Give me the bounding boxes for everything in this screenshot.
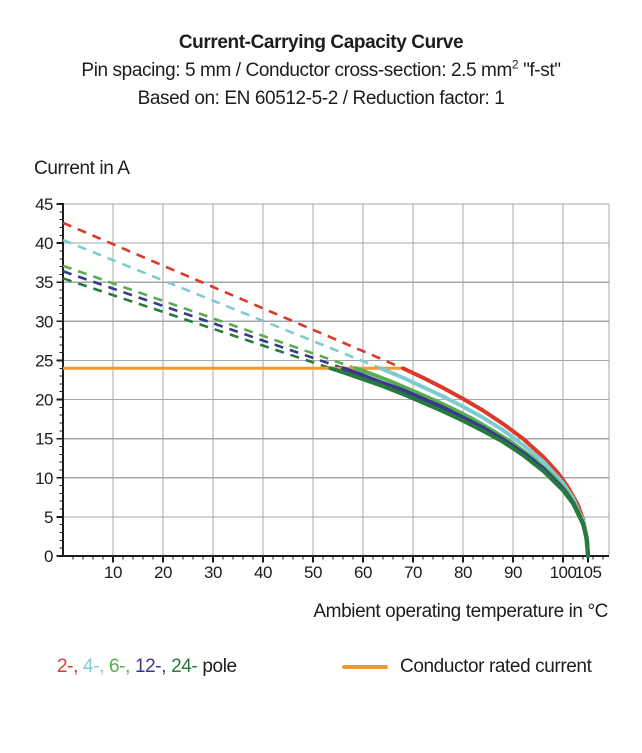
x-tick-label: 10 bbox=[104, 563, 122, 582]
chart-title: Current-Carrying Capacity Curve bbox=[178, 32, 464, 53]
y-tick-label: 35 bbox=[35, 273, 53, 292]
subtitle-1-suffix: "f-st" bbox=[518, 60, 561, 81]
plot-area: 0 5 10 15 20 25 30 35 40 45 10 20 30 40 50 60 70 80 90 1001… bbox=[35, 195, 610, 582]
legend-pole-item: 24- bbox=[171, 656, 198, 677]
chart-subtitle-2: Based on: EN 60512-5-2 / Reduction facto… bbox=[137, 88, 505, 109]
series-solid-24-pole bbox=[328, 366, 590, 558]
y-tick-label: 10 bbox=[35, 469, 53, 488]
x-tick-label: 100 bbox=[550, 563, 577, 582]
legend: 2-, 4-, 6-, 12-, 24- pole Conductor rated cur… bbox=[0, 656, 642, 682]
y-tick-label: 40 bbox=[35, 234, 53, 253]
legend-pole-item: 4-, bbox=[82, 656, 104, 677]
legend-pole-item: 12-, bbox=[134, 656, 167, 677]
y-tick-label: 5 bbox=[44, 508, 53, 527]
x-tick-label: 50 bbox=[304, 563, 322, 582]
y-axis-title: Current in A bbox=[34, 158, 130, 179]
chart-header: Current-Carrying Capacity Curve Pin spac… bbox=[0, 29, 642, 113]
x-axis-title: Ambient operating temperature in °C bbox=[313, 601, 608, 622]
rated-current-label: Conductor rated current bbox=[400, 656, 592, 677]
rated-current-line-swatch bbox=[342, 665, 388, 669]
y-tick-label: 45 bbox=[35, 195, 53, 214]
chart-subtitle-1: Pin spacing: 5 mm / Conductor cross-sect… bbox=[0, 57, 642, 85]
subtitle-1-text: Pin spacing: 5 mm / Conductor cross-sect… bbox=[81, 60, 512, 81]
legend-pole-item: 6-, bbox=[108, 656, 130, 677]
series-dashed-2-pole bbox=[62, 221, 404, 370]
x-tick-label: 40 bbox=[254, 563, 272, 582]
series-dashed-6-pole bbox=[62, 264, 356, 370]
series-dashed-4-pole bbox=[62, 238, 381, 370]
y-tick-label: 0 bbox=[44, 547, 53, 566]
x-tick-label: 20 bbox=[154, 563, 172, 582]
legend-pole-suffix: pole bbox=[202, 656, 237, 677]
x-tick-label: 70 bbox=[404, 563, 422, 582]
y-tick-label: 20 bbox=[35, 391, 53, 410]
x-tick-label: 105 bbox=[575, 563, 602, 582]
x-tick-label: 60 bbox=[354, 563, 372, 582]
y-tick-label: 30 bbox=[35, 312, 53, 331]
series-dashed-12-pole bbox=[62, 270, 344, 370]
series-solid-6-pole bbox=[353, 366, 590, 558]
subtitle-1-superscript: 2 bbox=[511, 57, 519, 72]
y-tick-label: 15 bbox=[35, 430, 53, 449]
x-tick-label: 90 bbox=[504, 563, 522, 582]
x-tick-label: 80 bbox=[454, 563, 472, 582]
series-dashed-24-pole bbox=[62, 277, 331, 370]
y-tick-label: 25 bbox=[35, 351, 53, 370]
legend-pole-item: 2-, bbox=[57, 656, 78, 677]
legend-rated-current: Conductor rated current bbox=[342, 656, 592, 678]
legend-pole-labels: 2-, 4-, 6-, 12-, 24- pole bbox=[57, 656, 242, 678]
series-solid-12-pole bbox=[341, 366, 590, 558]
x-tick-label: 30 bbox=[204, 563, 222, 582]
